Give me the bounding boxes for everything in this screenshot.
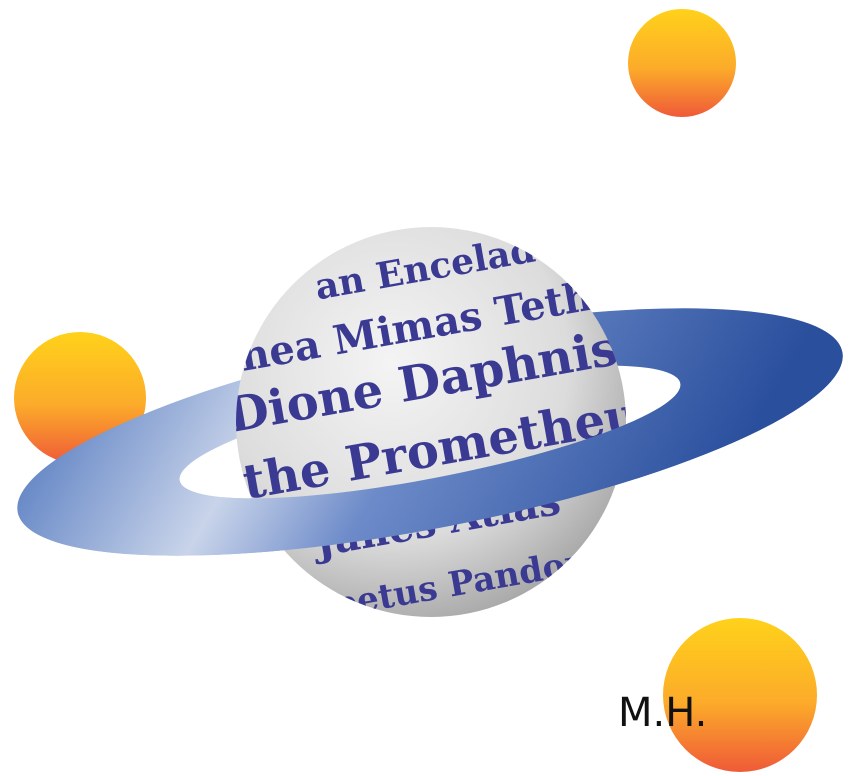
signature: M.H. xyxy=(618,690,707,736)
sun xyxy=(628,9,736,117)
sun xyxy=(663,618,817,772)
